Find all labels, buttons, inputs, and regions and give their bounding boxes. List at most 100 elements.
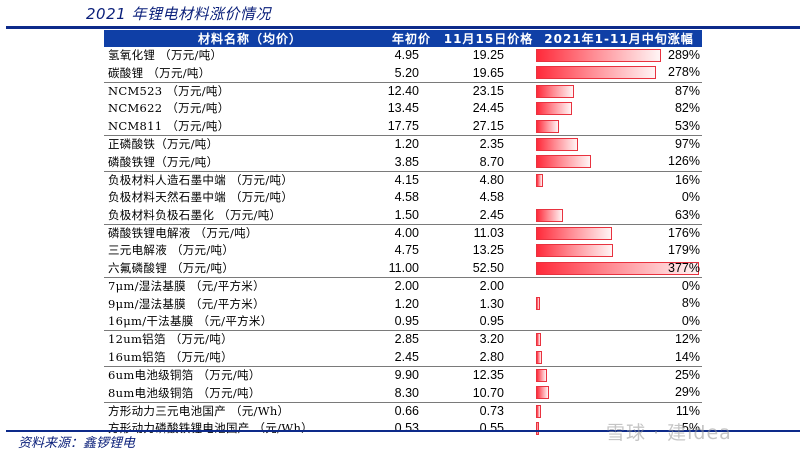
change-bar [536,226,613,240]
change-percent: 0% [681,190,700,205]
change-percent: 25% [674,368,700,383]
header-start-price: 年初价 [356,30,441,47]
table-row: NCM523 （万元/吨） 12.40 23.15 87% [104,81,702,101]
current-price: 2.45 [479,207,504,222]
material-name: 8um电池级铜箔 （万元/吨） [108,385,261,400]
change-cell: 14% [536,349,702,367]
change-cell: 16% [536,170,702,190]
bottom-divider [6,430,800,432]
start-price: 1.20 [356,134,441,154]
table-row: 16um铝箔 （万元/吨） 2.45 2.80 14% [104,349,702,367]
change-percent: 97% [674,136,700,151]
table-row: 12um铝箔 （万元/吨） 2.85 3.20 12% [104,330,702,349]
table-row: 磷酸铁锂电解液 （万元/吨） 4.00 11.03 176% [104,223,702,243]
current-price: 1.30 [479,296,504,311]
table-row: 7μm/湿法基膜 （元/平方米） 2.00 2.00 0% [104,277,702,296]
current-price: 52.50 [472,260,504,275]
current-price: 0.95 [479,314,504,329]
change-cell: 53% [536,118,702,136]
current-price: 0.73 [441,401,536,421]
change-bar [536,369,547,383]
material-name: 方形动力磷酸铁锂电池国产 （元/Wh） [108,421,313,436]
start-price: 2.45 [394,349,419,364]
table-row: 负极材料人造石墨中端 （万元/吨） 4.15 4.80 16% [104,170,702,190]
change-percent: 63% [674,207,700,222]
start-price: 0.53 [394,421,419,436]
material-name: 6um电池级铜箔 （万元/吨） [104,366,356,385]
material-name: 磷酸铁锂（万元/吨） [108,154,219,169]
material-name: NCM622 （万元/吨） [108,101,230,116]
material-name: 负极材料天然石墨中端 （万元/吨） [108,190,294,205]
change-cell: 25% [536,366,702,385]
change-cell: 12% [536,330,702,349]
top-divider [6,26,800,29]
change-percent: 53% [674,118,700,133]
material-name: 16um铝箔 （万元/吨） [108,349,233,364]
table-row: 氢氧化锂 （万元/吨） 4.95 19.25 289% [104,47,702,64]
page-title: 2021 年锂电材料涨价情况 [86,5,271,23]
start-price: 3.85 [394,154,419,169]
table-row: NCM622 （万元/吨） 13.45 24.45 82% [104,100,702,117]
change-bar [536,137,578,151]
change-cell: 8% [536,295,702,312]
table-row: 正磷酸铁（万元/吨） 1.20 2.35 97% [104,134,702,154]
change-bar [536,155,591,169]
change-percent: 16% [674,172,700,187]
header-material-name: 材料名称（均价） [104,30,356,47]
table-body: 氢氧化锂 （万元/吨） 4.95 19.25 289% 碳酸锂 （万元/吨） 5.20 19… [104,47,702,438]
current-price: 0.55 [479,421,504,436]
table-header-row: 材料名称（均价） 年初价 11月15日价格 2021年1-11月中旬涨幅 [104,30,702,47]
start-price: 4.15 [356,170,441,190]
material-name: 负极材料负极石墨化 （万元/吨） [108,207,282,222]
change-bar [536,404,541,418]
change-percent: 179% [668,243,700,258]
change-bar [536,84,574,98]
change-bar [536,244,614,258]
change-percent: 278% [668,65,700,80]
change-percent: 8% [681,296,700,311]
material-name: 三元电解液 （万元/吨） [108,243,235,258]
change-percent: 289% [668,48,700,62]
start-price: 4.58 [394,190,419,205]
change-cell: 278% [536,64,702,82]
material-name: 负极材料人造石墨中端 （万元/吨） [104,170,356,190]
start-price: 0.66 [356,401,441,421]
current-price: 27.15 [472,118,504,133]
change-cell: 0% [536,313,702,331]
material-name: 正磷酸铁（万元/吨） [104,134,356,154]
change-percent: 29% [674,385,700,400]
material-name: 9μm/湿法基膜 （元/平方米） [108,296,265,311]
start-price: 12.40 [356,81,441,101]
change-percent: 176% [668,225,700,240]
start-price: 8.30 [394,385,419,400]
table-row: 方形动力三元电池国产 （元/Wh） 0.66 0.73 11% [104,401,702,421]
table-row: 碳酸锂 （万元/吨） 5.20 19.65 278% [104,64,702,82]
current-price: 23.15 [441,81,536,101]
current-price: 4.58 [479,190,504,205]
change-bar [536,173,543,187]
change-bar [536,386,549,400]
change-percent: 87% [674,83,700,98]
table-row: 负极材料负极石墨化 （万元/吨） 1.50 2.45 63% [104,207,702,225]
material-name: 氢氧化锂 （万元/吨） [108,48,223,63]
watermark: 雪球 · 建idea [606,422,732,444]
change-cell: 63% [536,207,702,225]
table-row: 三元电解液 （万元/吨） 4.75 13.25 179% [104,242,702,259]
table-row: 负极材料天然石墨中端 （万元/吨） 4.58 4.58 0% [104,189,702,206]
table-row: NCM811 （万元/吨） 17.75 27.15 53% [104,118,702,136]
change-percent: 126% [668,154,700,169]
current-price: 4.80 [441,170,536,190]
start-price: 4.95 [394,48,419,63]
current-price: 2.80 [479,349,504,364]
change-percent: 11% [675,403,700,418]
current-price: 19.65 [472,65,504,80]
table-row: 16μm/干法基膜 （元/平方米） 0.95 0.95 0% [104,313,702,331]
current-price: 8.70 [479,154,504,169]
start-price: 11.00 [388,260,419,275]
source-note: 资料来源：鑫锣锂电 [18,436,136,451]
start-price: 2.85 [356,330,441,349]
change-percent: 0% [681,279,700,294]
current-price: 3.20 [441,330,536,349]
change-bar [536,261,699,275]
change-cell: 377% [536,260,702,278]
